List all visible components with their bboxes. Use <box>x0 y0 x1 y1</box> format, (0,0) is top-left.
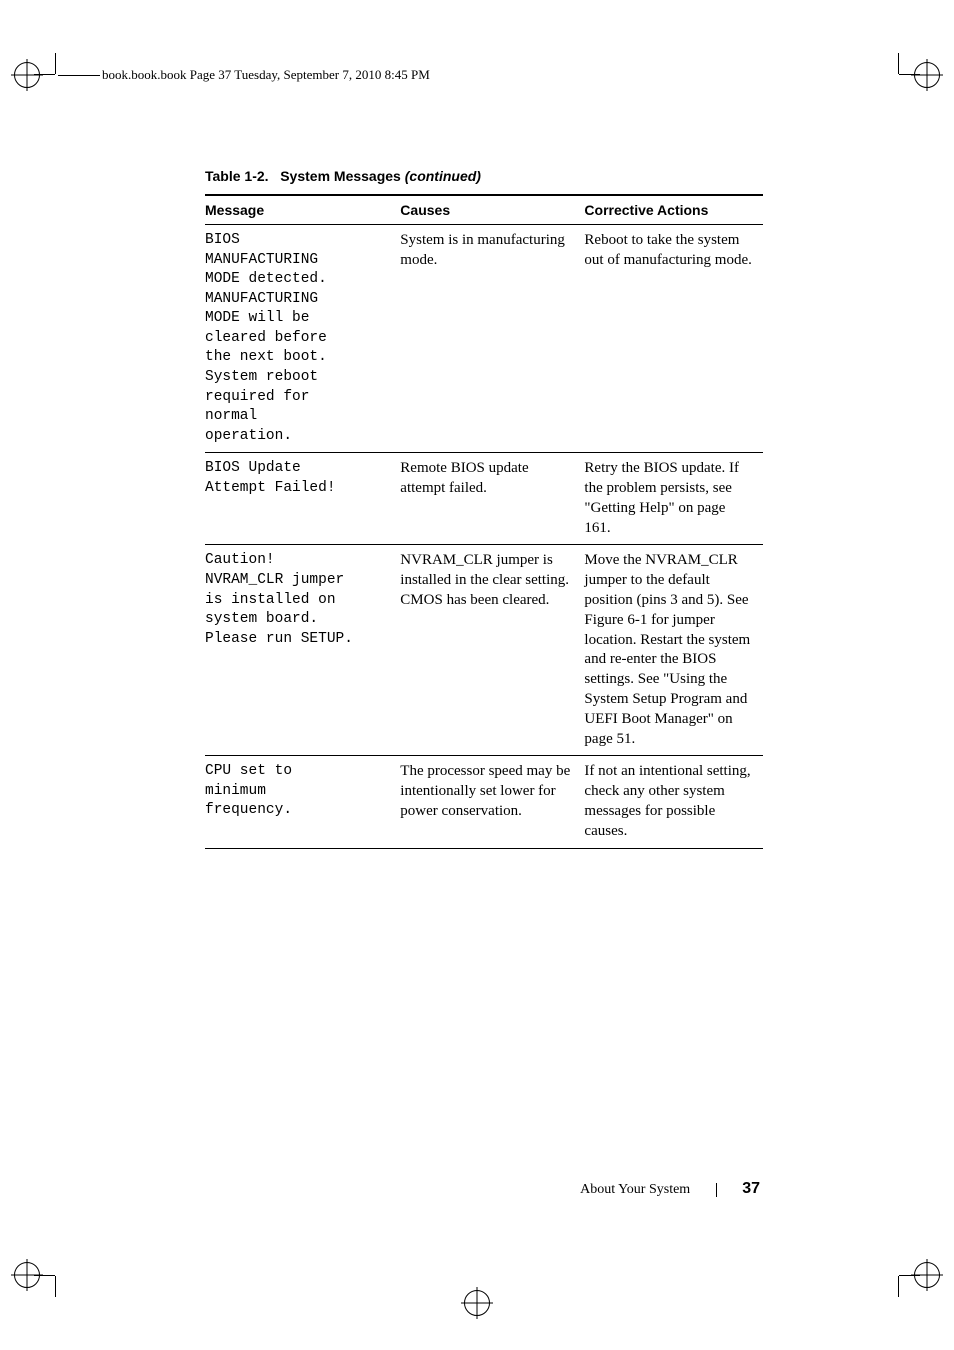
table-caption: Table 1-2. System Messages (continued) <box>205 168 763 184</box>
registration-mark-icon <box>14 1262 40 1288</box>
message-cell: BIOS Update Attempt Failed! <box>205 453 400 545</box>
message-cell: CPU set to minimum frequency. <box>205 756 400 848</box>
crop-mark <box>55 53 56 74</box>
causes-cell: NVRAM_CLR jumper is installed in the cle… <box>400 545 584 756</box>
message-cell: Caution! NVRAM_CLR jumper is installed o… <box>205 545 400 756</box>
header-rule <box>58 75 100 76</box>
table-number: Table 1-2. <box>205 168 269 184</box>
table-row: Caution! NVRAM_CLR jumper is installed o… <box>205 545 763 756</box>
col-actions: Corrective Actions <box>584 195 763 225</box>
table-continued: (continued) <box>405 168 481 184</box>
page-footer: About Your System 37 <box>580 1180 760 1198</box>
crop-mark <box>898 53 899 74</box>
message-cell: BIOS MANUFACTURING MODE detected. MANUFA… <box>205 225 400 453</box>
col-causes: Causes <box>400 195 584 225</box>
causes-cell: The processor speed may be intentionally… <box>400 756 584 848</box>
actions-cell: Retry the BIOS update. If the problem pe… <box>584 453 763 545</box>
table-row: CPU set to minimum frequency. The proces… <box>205 756 763 848</box>
registration-mark-icon <box>914 1262 940 1288</box>
table-header-row: Message Causes Corrective Actions <box>205 195 763 225</box>
crop-mark <box>898 1276 899 1297</box>
system-messages-table: Message Causes Corrective Actions BIOS M… <box>205 194 763 849</box>
page-content: Table 1-2. System Messages (continued) M… <box>205 168 763 849</box>
actions-cell: Move the NVRAM_CLR jumper to the default… <box>584 545 763 756</box>
footer-section-title: About Your System <box>580 1182 690 1197</box>
registration-mark-icon <box>464 1290 490 1316</box>
page-number: 37 <box>742 1180 760 1197</box>
footer-divider <box>716 1183 717 1197</box>
col-message: Message <box>205 195 400 225</box>
registration-mark-icon <box>914 62 940 88</box>
table-row: BIOS MANUFACTURING MODE detected. MANUFA… <box>205 225 763 453</box>
causes-cell: System is in manufacturing mode. <box>400 225 584 453</box>
crop-mark <box>55 1276 56 1297</box>
actions-cell: If not an intentional setting, check any… <box>584 756 763 848</box>
running-head: book.book.book Page 37 Tuesday, Septembe… <box>102 67 430 83</box>
registration-mark-icon <box>14 62 40 88</box>
causes-cell: Remote BIOS update attempt failed. <box>400 453 584 545</box>
table-title: System Messages <box>280 168 401 184</box>
actions-cell: Reboot to take the system out of manufac… <box>584 225 763 453</box>
table-row: BIOS Update Attempt Failed! Remote BIOS … <box>205 453 763 545</box>
